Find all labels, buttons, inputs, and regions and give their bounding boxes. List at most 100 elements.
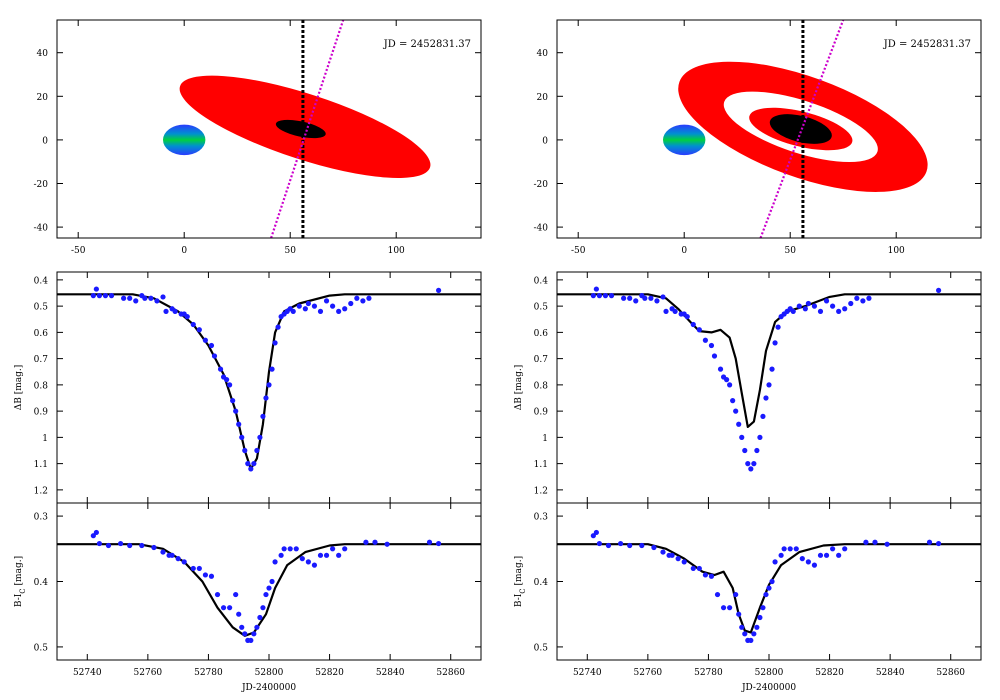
data-point [181,559,187,565]
plot-frame [56,502,482,661]
x-axis-label: JD-2400000 [741,683,796,693]
data-point [836,552,842,558]
data-point [926,539,933,545]
tilted-line [759,20,845,238]
plot-frame [56,19,482,239]
data-point [736,611,742,617]
data-point [236,611,242,617]
data-point [196,565,202,572]
data-point [196,327,202,333]
data-point [751,461,757,467]
disk-core [275,119,326,139]
data-point [660,549,666,555]
x-tick-label: 52760 [634,668,663,678]
data-point [263,395,269,401]
y-tick-label: 0.9 [534,408,549,418]
y-tick-label: 0.5 [34,303,49,313]
data-point [236,421,242,427]
x-tick-label: 52840 [876,668,905,678]
data-point [805,300,811,307]
data-point [817,552,824,558]
chart-panel-4: 0.4 0.5 0.6 0.7 0.8 0.9 1 1.1 1.2 ΔB [mag.] [514,271,982,504]
data-point [854,295,860,301]
data-point [151,544,157,551]
data-point [842,546,848,552]
data-point [596,540,603,547]
data-point [748,637,754,643]
data-point [772,559,778,565]
y-axis-label: ΔB [mag.] [14,365,24,411]
data-point [811,303,818,309]
data-point [696,565,702,572]
data-point [184,314,190,320]
data-point [751,631,757,637]
data-point [272,559,278,565]
x-tick-label: 100 [388,246,405,256]
x-tick-label: 52820 [815,668,844,678]
x-tick-label: 52800 [255,668,284,678]
data-point [323,298,330,304]
model-curve [557,543,981,634]
data-point [436,540,442,547]
data-point [769,578,775,585]
data-point [290,308,296,314]
data-point [227,605,233,611]
data-point [251,631,257,637]
data-point [690,321,696,328]
annotation: JD = 2452831.37 [883,39,971,50]
y-tick-label: 1 [542,434,548,444]
data-point [766,382,772,388]
data-point [733,408,739,414]
data-point [172,308,178,314]
data-point [763,395,769,401]
annotation: JD = 2452831.37 [383,39,471,50]
data-point [175,556,181,562]
data-point [251,461,257,467]
data-point [242,447,248,454]
data-point [278,552,284,558]
data-point [642,295,648,301]
y-tick-label: 1.1 [534,460,548,470]
data-point [287,546,293,552]
data-point [745,461,751,467]
x-axis-label: JD-2400000 [241,683,296,693]
data-point [139,542,145,549]
data-point [202,337,208,343]
data-point [239,434,245,440]
data-point [211,353,218,359]
plot-frame [556,19,982,239]
data-point [260,413,266,419]
data-point [602,293,609,299]
data-point [208,573,215,579]
plot-frame [556,502,982,661]
chart-panel-1: JD = 2452831.37 -40 -20 0 20 40 -50 0 50 100 [34,19,482,256]
data-point [248,637,254,643]
y-tick-label: 0.5 [34,643,49,653]
y-tick-label: 0.4 [534,578,549,588]
data-point [133,298,139,304]
data-point [754,624,760,630]
x-tick-label: 50 [284,246,296,256]
y-tick-label: 0.4 [534,276,549,286]
data-point [127,542,133,549]
y-tick-label: -40 [534,224,549,234]
data-point [208,342,215,349]
data-point [681,559,687,565]
data-point [436,287,442,293]
data-point [639,542,645,549]
x-tick-label: 52820 [315,668,344,678]
plot-area [57,286,481,472]
x-tick-label: -50 [571,246,586,256]
model-curve [57,293,481,470]
data-point [593,286,599,292]
data-point [796,303,802,309]
data-point [702,337,709,343]
data-point [93,529,99,536]
data-point [330,546,336,552]
y-tick-label: 0.7 [34,355,49,365]
x-tick-label: 52780 [194,668,223,678]
data-point [384,541,390,547]
y-tick-label: 0.8 [534,381,549,391]
x-tick-label: 50 [784,246,796,256]
data-point [936,540,942,547]
